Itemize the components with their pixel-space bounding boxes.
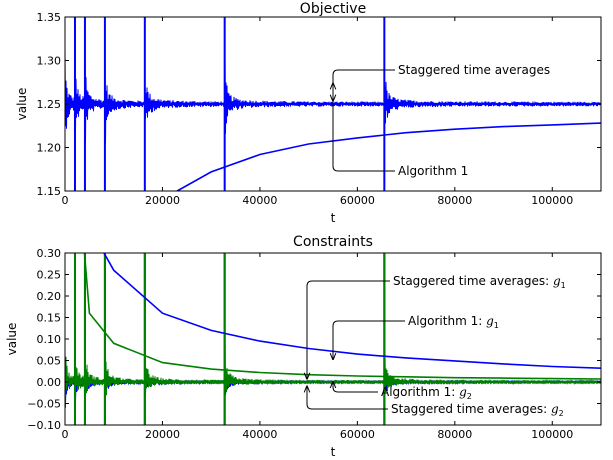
xtick-label: 20000 bbox=[145, 194, 180, 207]
constraints-axes-frame bbox=[64, 252, 602, 426]
annotation-algorithm1-label: Algorithm 1 bbox=[398, 164, 468, 178]
objective-annotations: Staggered time averages Algorithm 1 bbox=[333, 63, 550, 178]
annotation-staggered-g2-label: Staggered time averages: g2 bbox=[391, 402, 564, 418]
ytick-label: 0.15 bbox=[37, 312, 62, 325]
ytick-label: 1.15 bbox=[37, 185, 62, 198]
annotation-arrow-algorithm1-g1 bbox=[333, 320, 405, 360]
ytick-label: 0.30 bbox=[37, 247, 62, 260]
algorithm1-g1-line bbox=[103, 253, 601, 369]
annotation-arrow-algorithm1 bbox=[333, 83, 395, 172]
annotation-arrow-staggered bbox=[333, 69, 395, 101]
constraints-xlabel: t bbox=[331, 445, 336, 459]
annotation-arrow-staggered-g1 bbox=[307, 280, 390, 379]
ytick-label: 0.20 bbox=[37, 290, 62, 303]
xtick-label: 20000 bbox=[145, 428, 180, 441]
ytick-label: 1.25 bbox=[37, 98, 62, 111]
constraints-ticks: 0 20000 40000 60000 80000 100000 −0.10 −0.05 0.0… bbox=[27, 247, 601, 441]
xtick-label: 40000 bbox=[242, 194, 277, 207]
annotation-arrow-algorithm1-g2 bbox=[333, 382, 378, 393]
algorithm1-objective-line bbox=[176, 122, 601, 191]
annotation-algorithm1-g1-label: Algorithm 1: g1 bbox=[408, 314, 499, 330]
ytick-label: 0.10 bbox=[37, 333, 62, 346]
constraints-panel: Constraints value t 0 20000 40000 60000 8000… bbox=[5, 234, 602, 459]
ytick-label: 0.25 bbox=[37, 269, 62, 282]
annotation-arrow-staggered-g2 bbox=[307, 386, 388, 410]
xtick-label: 40000 bbox=[242, 428, 277, 441]
xtick-label: 80000 bbox=[437, 428, 472, 441]
xtick-label: 60000 bbox=[340, 194, 375, 207]
xtick-label: 80000 bbox=[437, 194, 472, 207]
algorithm1-g2-line bbox=[83, 253, 601, 380]
ytick-label: 1.20 bbox=[37, 142, 62, 155]
ytick-label: 1.35 bbox=[37, 11, 62, 24]
xtick-label: 0 bbox=[62, 428, 69, 441]
xtick-label: 60000 bbox=[340, 428, 375, 441]
staggered-g2-line bbox=[65, 333, 601, 408]
ytick-label: −0.05 bbox=[27, 398, 61, 411]
xtick-label: 100000 bbox=[531, 194, 573, 207]
annotation-algorithm1-g2-label: Algorithm 1: g2 bbox=[381, 385, 472, 401]
objective-ylabel: value bbox=[15, 88, 29, 121]
objective-axes-frame bbox=[64, 16, 602, 192]
objective-panel: Objective value t 0 20000 40000 60000 80000 1… bbox=[15, 1, 602, 225]
constraints-title: Constraints bbox=[293, 234, 373, 250]
ytick-label: 0.00 bbox=[37, 376, 62, 389]
objective-xlabel: t bbox=[331, 211, 336, 225]
constraints-annotations: Staggered time averages: g1 Algorithm 1: … bbox=[307, 274, 566, 418]
xtick-label: 0 bbox=[62, 194, 69, 207]
xtick-label: 100000 bbox=[531, 428, 573, 441]
objective-title: Objective bbox=[300, 1, 366, 17]
annotation-staggered-label: Staggered time averages bbox=[398, 63, 550, 77]
constraints-ylabel: value bbox=[5, 323, 19, 356]
objective-ticks: 0 20000 40000 60000 80000 100000 1.15 1.20 1.25 1… bbox=[37, 11, 601, 207]
ytick-label: 0.05 bbox=[37, 355, 62, 368]
annotation-staggered-g1-label: Staggered time averages: g1 bbox=[393, 274, 566, 290]
objective-series-group bbox=[65, 17, 601, 191]
ytick-label: 1.30 bbox=[37, 55, 62, 68]
ytick-label: −0.10 bbox=[27, 419, 61, 432]
